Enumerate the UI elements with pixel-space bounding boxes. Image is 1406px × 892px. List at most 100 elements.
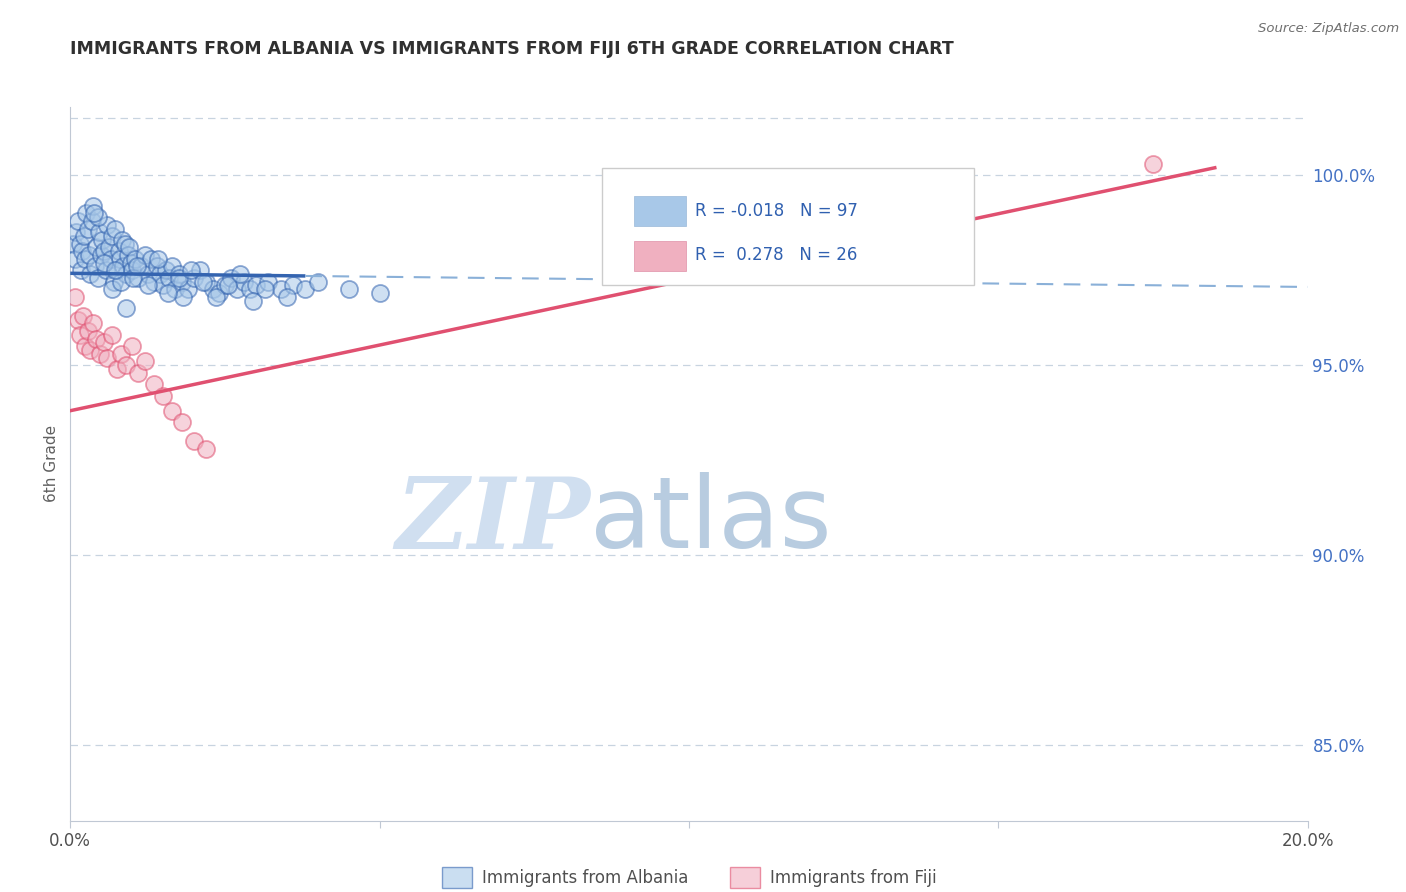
Point [177,282,200,296]
Text: R = -0.018   N = 97: R = -0.018 N = 97 [695,202,858,219]
FancyBboxPatch shape [634,196,686,227]
Point [117,248,139,262]
Point [115,301,138,316]
Point [242,293,264,308]
Point [124,252,146,266]
Point [75,252,97,266]
Point [73,229,96,244]
Point [134,248,156,262]
Point [90,248,112,262]
Point [84,332,107,346]
Point [100,282,122,296]
Point [103,275,125,289]
Point [136,278,159,293]
Point [149,267,172,281]
Point [69,327,91,342]
Point [146,260,169,274]
Point [100,252,122,266]
Point [93,255,115,269]
Point [86,270,108,285]
Point [111,233,134,247]
Point [98,240,121,254]
Point [120,255,142,269]
Point [157,286,180,301]
Point [276,290,298,304]
Point [65,225,87,239]
Text: atlas: atlas [591,473,831,569]
Point [75,206,97,220]
Point [368,286,391,301]
Point [96,218,118,232]
Point [245,278,267,293]
Point [214,278,236,293]
Point [89,225,111,239]
Point [195,275,218,289]
Point [136,267,159,281]
Point [162,260,184,274]
Point [83,206,105,220]
Point [115,358,138,372]
Point [152,278,174,293]
Point [62,236,84,251]
Point [65,252,87,266]
Point [104,221,127,235]
Point [105,263,128,277]
Point [131,260,153,274]
Point [104,263,127,277]
Point [1142,157,1164,171]
Point [232,275,254,289]
Point [183,270,205,285]
Point [142,275,165,289]
Point [69,263,91,277]
Point [155,263,177,277]
Point [87,210,110,224]
Point [79,267,101,281]
Point [219,270,242,285]
Point [82,199,104,213]
Point [65,290,87,304]
Point [111,260,134,274]
Point [157,270,180,285]
Legend: Immigrants from Albania, Immigrants from Fiji: Immigrants from Albania, Immigrants from… [434,861,943,892]
Text: IMMIGRANTS FROM ALBANIA VS IMMIGRANTS FROM FIJI 6TH GRADE CORRELATION CHART: IMMIGRANTS FROM ALBANIA VS IMMIGRANTS FR… [70,40,955,58]
Point [229,267,252,281]
Point [127,366,149,380]
Point [172,290,194,304]
Point [195,442,218,456]
Point [110,347,132,361]
Point [121,263,143,277]
Point [142,377,165,392]
Point [167,270,190,285]
Point [127,260,149,274]
Point [93,335,115,350]
Point [76,221,98,235]
Point [257,275,280,289]
FancyBboxPatch shape [634,241,686,271]
Point [270,282,292,296]
Point [84,260,107,274]
Point [101,327,124,342]
Point [79,343,101,357]
Point [165,282,187,296]
Point [239,282,262,296]
Point [201,282,224,296]
Point [72,309,94,323]
Point [66,214,89,228]
Point [96,351,118,365]
Point [84,240,107,254]
Point [162,403,184,417]
Point [204,290,226,304]
Point [121,339,143,353]
Point [337,282,360,296]
Point [114,236,136,251]
Point [208,286,231,301]
Point [188,263,211,277]
Point [281,278,304,293]
Point [294,282,316,296]
Point [70,244,93,259]
Text: Source: ZipAtlas.com: Source: ZipAtlas.com [1258,22,1399,36]
Point [254,282,277,296]
Point [107,244,129,259]
Point [96,263,118,277]
FancyBboxPatch shape [602,168,973,285]
